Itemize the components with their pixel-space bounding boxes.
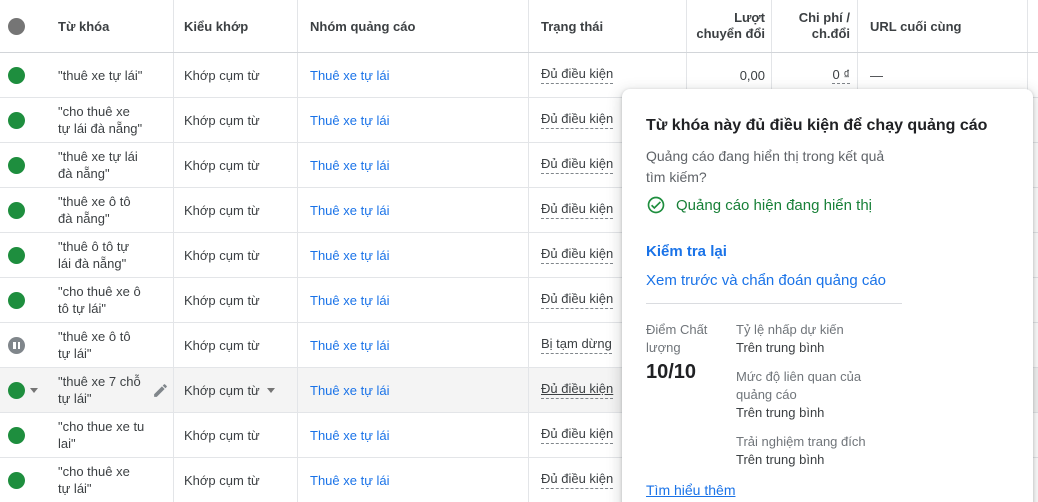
check-circle-icon — [647, 196, 665, 214]
table-row: "thuê xe tự lái" Khớp cụm từ Thuê xe tự … — [0, 53, 1038, 98]
metric-ad-relevance: Mức độ liên quan của quảng cáo Trên trun… — [736, 368, 1009, 422]
keyword-text: "thuê ô tô tự lái đà nẵng" — [58, 239, 130, 271]
metric-expected-ctr: Tỷ lệ nhấp dự kiến Trên trung bình — [736, 321, 1009, 357]
match-type-text: Khớp cụm từ — [184, 202, 260, 218]
match-type-text: Khớp cụm từ — [184, 337, 260, 353]
learn-more-link[interactable]: Tìm hiểu thêm — [646, 482, 736, 498]
col-header-status[interactable]: Trạng thái — [541, 18, 604, 34]
quality-score-label: Điểm Chất lượng — [646, 322, 708, 355]
popup-divider — [646, 303, 902, 304]
ad-group-link[interactable]: Thuê xe tự lái — [310, 472, 390, 488]
match-type-text: Khớp cụm từ — [184, 157, 260, 173]
keyword-text: "cho thue xe tu lai" — [58, 419, 145, 451]
col-header-final-url[interactable]: URL cuối cùng — [870, 18, 962, 34]
col-header-conversions[interactable]: Lượt chuyển đổi — [696, 10, 765, 41]
col-header-ad-group[interactable]: Nhóm quảng cáo — [310, 18, 416, 34]
keyword-text: "cho thuê xe tự lái đà nẵng" — [58, 104, 143, 136]
final-url-value: — — [870, 67, 883, 83]
serving-status-row: Quảng cáo hiện đang hiển thị — [646, 195, 1009, 215]
quality-score-value: 10/10 — [646, 361, 697, 383]
serving-status-text: Quảng cáo hiện đang hiển thị — [676, 196, 872, 214]
table-header-row: Từ khóa Kiểu khớp Nhóm quảng cáo Trạng t… — [0, 0, 1038, 53]
keyword-text: "thuê xe ô tô đà nẵng" — [58, 194, 131, 226]
status-enabled-icon — [8, 201, 25, 219]
popup-title: Từ khóa này đủ điều kiện để chạy quảng c… — [646, 117, 988, 134]
status-enabled-icon — [8, 426, 25, 444]
table-row: "thuê ô tô tự lái đà nẵng" Khớp cụm từ T… — [0, 233, 1038, 278]
table-row: "cho thuê xe tự lái đà nẵng" Khớp cụm từ… — [0, 98, 1038, 143]
status-text[interactable]: Đủ điều kiện — [541, 381, 614, 399]
match-type-text: Khớp cụm từ — [184, 67, 260, 83]
keyword-text: "cho thuê xe ô tô tự lái" — [58, 284, 141, 316]
preview-diagnose-link[interactable]: Xem trước và chẩn đoán quảng cáo — [646, 272, 887, 289]
select-all-status-dot-icon[interactable] — [8, 17, 25, 35]
status-paused-icon — [8, 336, 25, 354]
match-type-dropdown-caret-icon[interactable] — [266, 387, 275, 393]
status-text[interactable]: Bị tạm dừng — [541, 336, 612, 354]
metric-label: Tỷ lệ nhấp dự kiến — [736, 322, 844, 337]
metric-value: Trên trung bình — [736, 405, 825, 420]
metric-landing-page-experience: Trải nghiệm trang đích Trên trung bình — [736, 433, 1009, 469]
table-row: "cho thue xe tu lai" Khớp cụm từ Thuê xe… — [0, 413, 1038, 458]
ad-group-link[interactable]: Thuê xe tự lái — [310, 382, 390, 398]
status-enabled-icon — [8, 246, 25, 264]
popup-question: Quảng cáo đang hiển thị trong kết quả tì… — [646, 148, 885, 185]
status-enabled-icon — [8, 66, 25, 84]
check-again-link[interactable]: Kiểm tra lại — [646, 243, 727, 260]
status-text[interactable]: Đủ điều kiện — [541, 66, 614, 84]
ad-group-link[interactable]: Thuê xe tự lái — [310, 337, 390, 353]
col-header-cost-per-conv[interactable]: Chi phí / ch.đổi — [798, 10, 850, 41]
keyword-text: "thuê xe ô tô tự lái" — [58, 329, 131, 361]
status-text[interactable]: Đủ điều kiện — [541, 111, 614, 129]
status-enabled-icon[interactable] — [8, 381, 25, 399]
status-enabled-icon — [8, 156, 25, 174]
status-text[interactable]: Đủ điều kiện — [541, 201, 614, 219]
table-row: "thuê xe tự lái đà nẵng" Khớp cụm từ Thu… — [0, 143, 1038, 188]
conversions-value: 0,00 — [739, 67, 765, 83]
table-row: "thuê xe ô tô đà nẵng" Khớp cụm từ Thuê … — [0, 188, 1038, 233]
quality-score-section: Điểm Chất lượng 10/10 Tỷ lệ nhấp dự kiến… — [646, 321, 1009, 480]
ad-group-link[interactable]: Thuê xe tự lái — [310, 67, 390, 83]
edit-pencil-icon[interactable] — [152, 382, 169, 399]
status-enabled-icon — [8, 471, 25, 489]
keyword-text: "thuê xe 7 chỗ tự lái" — [58, 374, 141, 406]
table-row: "cho thuê xe ô tô tự lái" Khớp cụm từ Th… — [0, 278, 1038, 323]
match-type-text: Khớp cụm từ — [184, 292, 260, 308]
table-row: "thuê xe ô tô tự lái" Khớp cụm từ Thuê x… — [0, 323, 1038, 368]
status-text[interactable]: Đủ điều kiện — [541, 471, 614, 489]
keyword-text: "thuê xe tự lái đà nẵng" — [58, 149, 138, 181]
ad-group-link[interactable]: Thuê xe tự lái — [310, 112, 390, 128]
metric-label: Trải nghiệm trang đích — [736, 434, 866, 449]
match-type-text: Khớp cụm từ — [184, 247, 260, 263]
status-enabled-icon — [8, 111, 25, 129]
metric-value: Trên trung bình — [736, 340, 825, 355]
status-text[interactable]: Đủ điều kiện — [541, 291, 614, 309]
col-header-keyword[interactable]: Từ khóa — [58, 18, 110, 34]
metric-label: Mức độ liên quan của quảng cáo — [736, 369, 862, 402]
status-text[interactable]: Đủ điều kiện — [541, 426, 614, 444]
metric-value: Trên trung bình — [736, 452, 825, 467]
match-type-text: Khớp cụm từ — [184, 472, 260, 488]
ad-group-link[interactable]: Thuê xe tự lái — [310, 247, 390, 263]
ad-group-link[interactable]: Thuê xe tự lái — [310, 157, 390, 173]
ad-group-link[interactable]: Thuê xe tự lái — [310, 427, 390, 443]
match-type-text: Khớp cụm từ — [184, 112, 260, 128]
status-text[interactable]: Đủ điều kiện — [541, 156, 614, 174]
ad-group-link[interactable]: Thuê xe tự lái — [310, 202, 390, 218]
ad-group-link[interactable]: Thuê xe tự lái — [310, 292, 390, 308]
status-text[interactable]: Đủ điều kiện — [541, 246, 614, 264]
keyword-status-popup: Từ khóa này đủ điều kiện để chạy quảng c… — [622, 89, 1033, 502]
status-enabled-icon — [8, 291, 25, 309]
keyword-text: "thuê xe tự lái" — [58, 67, 143, 83]
col-header-match-type[interactable]: Kiểu khớp — [184, 18, 249, 34]
keyword-text: "cho thuê xe tự lái" — [58, 464, 130, 496]
cost-per-conv-value: 0 ₫ — [832, 66, 850, 84]
match-type-text: Khớp cụm từ — [184, 427, 260, 443]
status-dropdown-caret-icon[interactable] — [30, 387, 38, 393]
match-type-text[interactable]: Khớp cụm từ — [184, 382, 260, 398]
